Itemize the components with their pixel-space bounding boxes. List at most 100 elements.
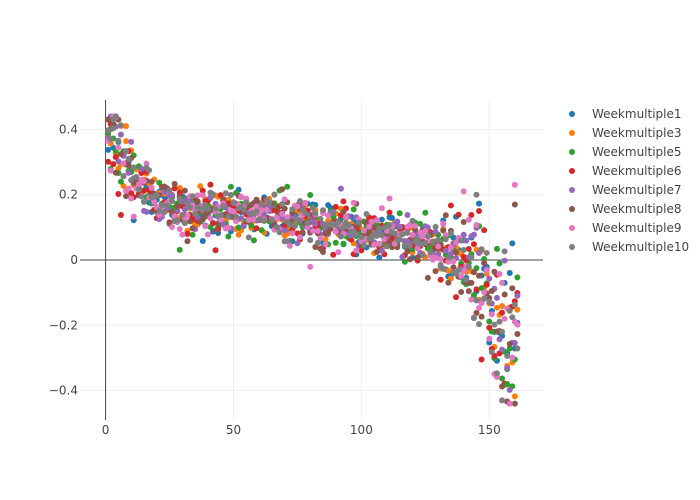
scatter-point-weekmultiple10 [355, 219, 362, 226]
scatter-point-weekmultiple8 [450, 264, 457, 271]
scatter-point-weekmultiple5 [350, 206, 357, 213]
scatter-point-weekmultiple10 [399, 231, 406, 238]
scatter-point-weekmultiple10 [140, 198, 147, 205]
legend-item-weekmultiple3[interactable]: Weekmultiple3 [569, 126, 682, 140]
scatter-point-weekmultiple9 [281, 196, 288, 203]
scatter-point-weekmultiple10 [373, 232, 380, 239]
scatter-point-weekmultiple10 [138, 193, 145, 200]
scatter-point-weekmultiple10 [430, 239, 437, 246]
scatter-point-weekmultiple9 [284, 214, 291, 221]
scatter-point-weekmultiple8 [174, 203, 181, 210]
y-tick-label: −0.2 [49, 318, 78, 332]
scatter-point-weekmultiple10 [266, 200, 273, 207]
scatter-point-weekmultiple10 [419, 252, 426, 259]
scatter-point-weekmultiple10 [192, 210, 199, 217]
scatter-point-weekmultiple8 [184, 238, 191, 245]
scatter-point-weekmultiple10 [176, 196, 183, 203]
scatter-point-weekmultiple9 [202, 223, 209, 230]
legend-marker-icon [569, 149, 575, 155]
scatter-point-weekmultiple9 [309, 227, 316, 234]
legend-item-weekmultiple9[interactable]: Weekmultiple9 [569, 221, 682, 235]
scatter-point-weekmultiple6 [476, 207, 483, 214]
scatter-point-weekmultiple5 [470, 292, 477, 299]
legend-item-weekmultiple7[interactable]: Weekmultiple7 [569, 183, 682, 197]
scatter-point-weekmultiple8 [373, 248, 380, 255]
scatter-point-weekmultiple8 [465, 288, 472, 295]
scatter-point-weekmultiple10 [261, 217, 268, 224]
scatter-point-weekmultiple7 [378, 247, 385, 254]
scatter-point-weekmultiple1 [509, 240, 516, 247]
legend-item-weekmultiple10[interactable]: Weekmultiple10 [569, 240, 689, 254]
scatter-point-weekmultiple10 [302, 210, 309, 217]
scatter-point-weekmultiple5 [284, 183, 291, 190]
scatter-point-weekmultiple9 [107, 167, 114, 174]
scatter-point-weekmultiple6 [473, 286, 480, 293]
scatter-point-weekmultiple10 [115, 137, 122, 144]
scatter-point-weekmultiple9 [499, 279, 506, 286]
scatter-point-weekmultiple9 [386, 195, 393, 202]
legend-label: Weekmultiple8 [592, 202, 682, 216]
scatter-point-weekmultiple3 [235, 231, 242, 238]
legend-item-weekmultiple8[interactable]: Weekmultiple8 [569, 202, 682, 216]
scatter-point-weekmultiple9 [360, 227, 367, 234]
scatter-point-weekmultiple5 [227, 183, 234, 190]
scatter-point-weekmultiple5 [235, 224, 242, 231]
scatter-point-weekmultiple6 [386, 209, 393, 216]
scatter-point-weekmultiple8 [511, 400, 518, 407]
y-tick-label: 0 [70, 253, 78, 267]
scatter-point-weekmultiple10 [314, 239, 321, 246]
scatter-point-weekmultiple7 [238, 215, 245, 222]
scatter-point-weekmultiple10 [230, 199, 237, 206]
legend[interactable]: Weekmultiple1 Weekmultiple3 Weekmultiple5 W… [569, 107, 689, 254]
scatter-point-weekmultiple9 [391, 240, 398, 247]
scatter-point-weekmultiple5 [493, 245, 500, 252]
scatter-point-weekmultiple8 [511, 201, 518, 208]
scatter-point-weekmultiple8 [478, 313, 485, 320]
legend-label: Weekmultiple10 [592, 240, 689, 254]
scatter-point-weekmultiple10 [458, 237, 465, 244]
scatter-point-weekmultiple6 [207, 181, 214, 188]
scatter-point-weekmultiple5 [332, 239, 339, 246]
scatter-point-weekmultiple8 [340, 208, 347, 215]
scatter-point-weekmultiple9 [207, 215, 214, 222]
scatter-point-weekmultiple6 [110, 161, 117, 168]
scatter-point-weekmultiple10 [110, 125, 117, 132]
scatter-point-weekmultiple10 [335, 219, 342, 226]
scatter-point-weekmultiple7 [506, 386, 513, 393]
scatter-point-weekmultiple10 [174, 217, 181, 224]
legend-item-weekmultiple5[interactable]: Weekmultiple5 [569, 145, 682, 159]
scatter-point-weekmultiple3 [514, 306, 521, 313]
scatter-point-weekmultiple3 [511, 393, 518, 400]
legend-item-weekmultiple1[interactable]: Weekmultiple1 [569, 107, 682, 121]
scatter-point-weekmultiple9 [314, 227, 321, 234]
scatter-point-weekmultiple10 [120, 172, 127, 179]
scatter-point-weekmultiple6 [340, 198, 347, 205]
scatter-point-weekmultiple9 [419, 233, 426, 240]
scatter-point-weekmultiple9 [460, 268, 467, 275]
scatter-point-weekmultiple10 [414, 236, 421, 243]
scatter-point-weekmultiple6 [468, 211, 475, 218]
scatter-point-weekmultiple3 [176, 184, 183, 191]
scatter-point-weekmultiple8 [473, 309, 480, 316]
scatter-point-weekmultiple10 [271, 191, 278, 198]
scatter-point-weekmultiple9 [483, 267, 490, 274]
legend-item-weekmultiple6[interactable]: Weekmultiple6 [569, 164, 682, 178]
scatter-point-weekmultiple10 [166, 187, 173, 194]
scatter-point-weekmultiple6 [453, 294, 460, 301]
scatter-point-weekmultiple7 [294, 240, 301, 247]
scatter-point-weekmultiple10 [268, 216, 275, 223]
scatter-point-weekmultiple7 [143, 208, 150, 215]
scatter-point-weekmultiple7 [128, 138, 135, 145]
scatter-point-weekmultiple9 [409, 232, 416, 239]
scatter-point-weekmultiple7 [394, 218, 401, 225]
scatter-point-weekmultiple10 [378, 232, 385, 239]
scatter-point-weekmultiple10 [117, 122, 124, 129]
scatter-point-weekmultiple9 [376, 240, 383, 247]
scatter-point-weekmultiple7 [240, 223, 247, 230]
scatter-point-weekmultiple1 [450, 234, 457, 241]
legend-label: Weekmultiple1 [592, 107, 682, 121]
scatter-point-weekmultiple9 [447, 244, 454, 251]
scatter-point-weekmultiple9 [296, 234, 303, 241]
y-tick: 0.4 [59, 122, 78, 136]
scatter-point-weekmultiple10 [491, 321, 498, 328]
